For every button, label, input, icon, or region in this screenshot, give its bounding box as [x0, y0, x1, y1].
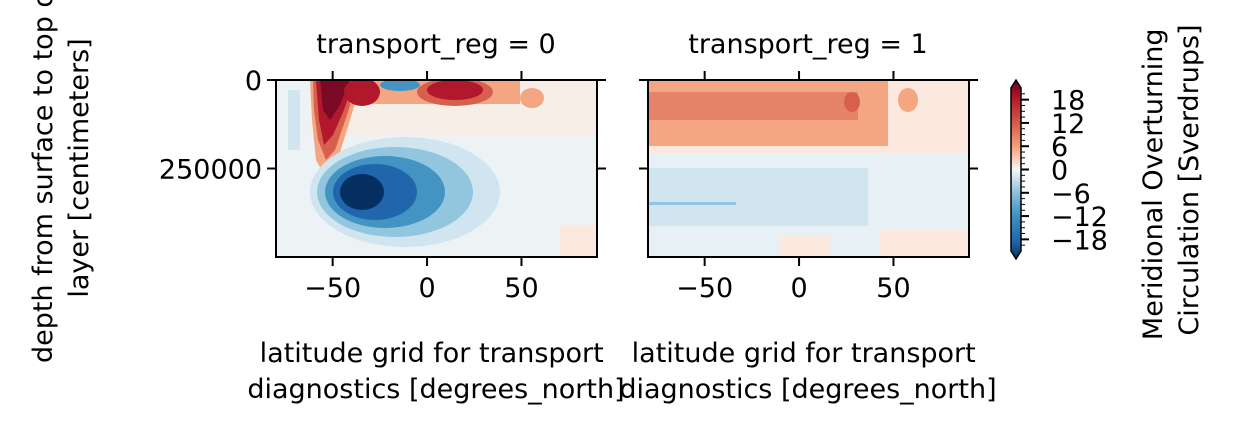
y-ticks-reg-1 — [639, 79, 978, 170]
colorbar-tick-label: 6 — [1051, 132, 1068, 163]
x-axis-label-line-1: latitude grid for transport — [260, 338, 604, 369]
colorbar-tick-label: 18 — [1051, 86, 1085, 117]
colorbar-label-line-2: Circulation [Sverdrups] — [1174, 24, 1205, 335]
panel-title-reg-0: transport_reg = 0 — [316, 29, 555, 60]
heatmap-reg-1 — [648, 80, 969, 257]
x-tick-label-reg-0: 0 — [418, 273, 435, 304]
x-tick-label-reg-1: −50 — [676, 273, 733, 304]
x-axis-label-reg-0: latitude grid for transport diagnostics … — [247, 338, 624, 405]
y-axis-label-line-2: layer [centimeters] — [64, 38, 95, 297]
y-tick-label: 250000 — [159, 155, 262, 186]
colorbar-body — [1010, 78, 1022, 261]
colorbar-label: Meridional Overturning Circulation [Sver… — [1138, 20, 1205, 340]
x-ticks-reg-1: −50 0 50 — [676, 71, 911, 304]
y-tick-label: 0 — [245, 66, 262, 97]
colorbar-tick-label: −18 — [1051, 225, 1108, 256]
x-axis-label-reg-1: latitude grid for transport diagnostics … — [619, 338, 996, 405]
y-ticks-reg-0: 0 250000 — [159, 66, 606, 186]
x-tick-label-reg-1: 0 — [790, 273, 807, 304]
x-axis-label-line-2: diagnostics [degrees_north] — [247, 374, 624, 405]
heatmap-reg-0 — [276, 80, 597, 257]
colorbar-tick-label: −12 — [1051, 202, 1108, 233]
y-axis-label-line-1: depth from surface to top of — [28, 0, 59, 363]
colorbar-tick-label: −6 — [1051, 179, 1091, 210]
y-axis-label: depth from surface to top of layer [cent… — [28, 0, 95, 363]
x-tick-label-reg-1: 50 — [876, 273, 910, 304]
x-ticks-reg-0: −50 0 50 — [304, 71, 539, 304]
colorbar-label-line-1: Meridional Overturning — [1138, 29, 1169, 341]
panel-title-reg-1: transport_reg = 1 — [688, 29, 927, 60]
x-tick-label-reg-0: −50 — [304, 273, 361, 304]
x-axis-label-line-2: diagnostics [degrees_north] — [619, 374, 996, 405]
colorbar-tick-label: 0 — [1051, 156, 1068, 187]
x-axis-label-line-1: latitude grid for transport — [632, 338, 976, 369]
colorbar-tick-label: 12 — [1051, 109, 1085, 140]
x-tick-label-reg-0: 50 — [504, 273, 538, 304]
panel-reg-1: transport_reg = 1 −50 0 50 latitude grid f… — [619, 29, 996, 405]
panel-reg-0: transport_reg = 0 −50 0 50 0 250000 latitud… — [159, 29, 625, 405]
